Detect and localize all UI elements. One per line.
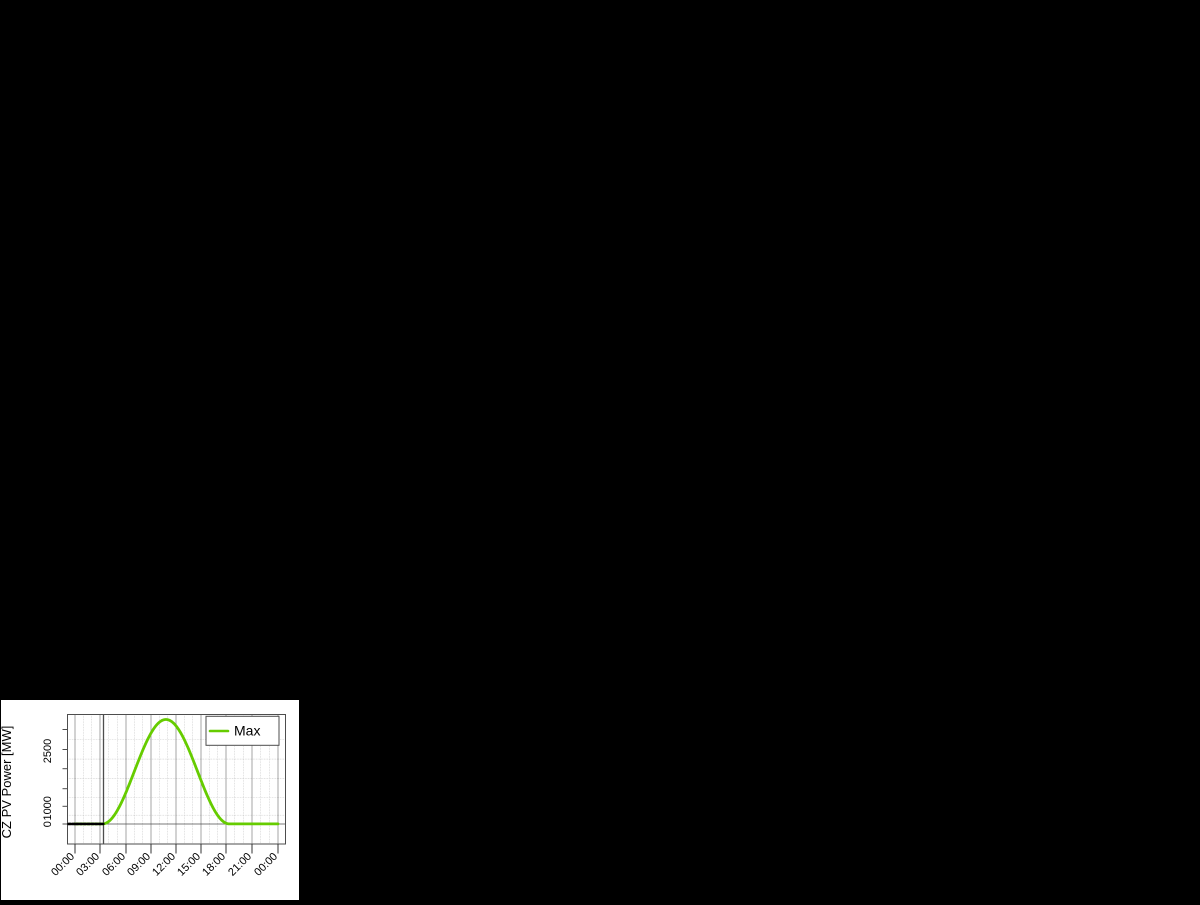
svg-text:1000: 1000	[42, 796, 54, 820]
svg-text:Max: Max	[234, 723, 260, 739]
svg-text:00:00: 00:00	[252, 851, 280, 879]
svg-text:2500: 2500	[42, 739, 54, 763]
svg-text:0: 0	[42, 821, 54, 827]
svg-text:CZ PV Power [MW]: CZ PV Power [MW]	[1, 726, 14, 839]
svg-text:15:00: 15:00	[175, 851, 203, 879]
svg-text:03:00: 03:00	[74, 851, 102, 879]
svg-text:09:00: 09:00	[125, 851, 153, 879]
svg-text:18:00: 18:00	[200, 851, 228, 879]
svg-text:06:00: 06:00	[100, 851, 128, 879]
svg-text:00:00: 00:00	[49, 851, 77, 879]
svg-text:12:00: 12:00	[150, 851, 178, 879]
svg-text:21:00: 21:00	[226, 851, 254, 879]
